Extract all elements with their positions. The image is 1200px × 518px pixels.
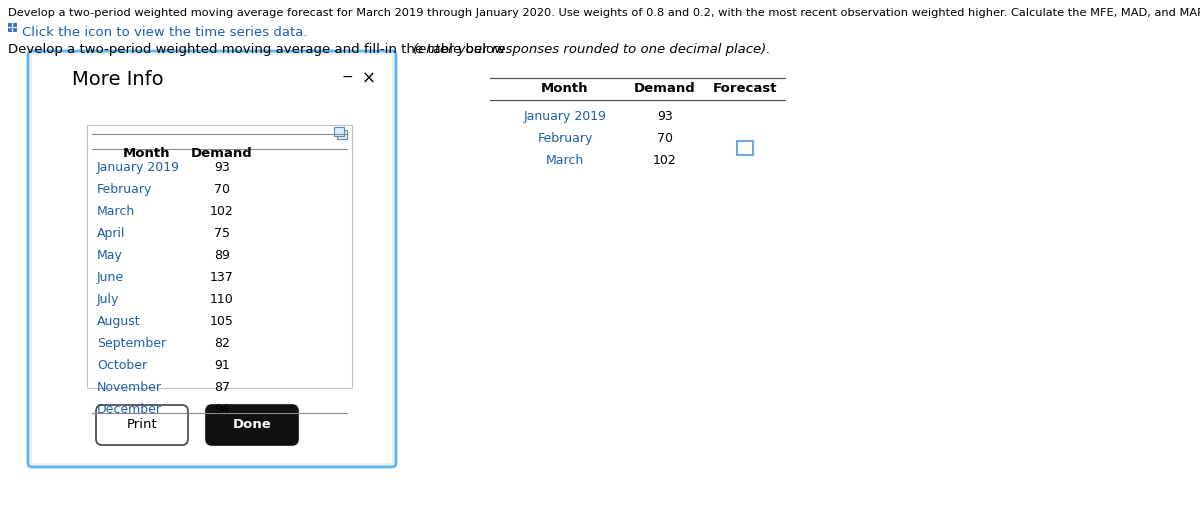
Text: 70: 70 [214, 183, 230, 196]
Text: 102: 102 [653, 154, 677, 167]
Text: May: May [97, 249, 122, 262]
Bar [13, 28, 17, 32]
Text: March: March [546, 154, 584, 167]
Text: April: April [97, 227, 126, 240]
Text: Develop a two-period weighted moving average forecast for March 2019 through Jan: Develop a two-period weighted moving ave… [8, 8, 1200, 18]
Text: Demand: Demand [634, 82, 696, 95]
Text: 93: 93 [658, 110, 673, 123]
Text: 93: 93 [214, 161, 230, 174]
Text: Month: Month [541, 82, 589, 95]
Text: 102: 102 [210, 205, 234, 218]
Bar [737, 141, 754, 155]
Bar [8, 28, 12, 32]
Text: 105: 105 [210, 315, 234, 328]
Text: ×: × [362, 70, 376, 88]
Text: June: June [97, 271, 124, 284]
Text: Develop a two-period weighted moving average and fill-in the table below: Develop a two-period weighted moving ave… [8, 43, 509, 56]
Bar [337, 130, 347, 139]
FancyBboxPatch shape [32, 55, 392, 463]
Text: Forecast: Forecast [713, 82, 778, 95]
Bar [334, 127, 344, 136]
Text: 137: 137 [210, 271, 234, 284]
Bar [88, 125, 352, 388]
Text: August: August [97, 315, 140, 328]
Text: Demand: Demand [191, 147, 253, 160]
Bar [13, 23, 17, 27]
Text: November: November [97, 381, 162, 394]
Text: February: February [538, 132, 593, 145]
Text: September: September [97, 337, 166, 350]
Text: Click the icon to view the time series data.: Click the icon to view the time series d… [22, 26, 307, 39]
Text: December: December [97, 403, 162, 416]
Text: −: − [342, 70, 354, 84]
Text: 94: 94 [214, 403, 230, 416]
Text: 89: 89 [214, 249, 230, 262]
Text: 91: 91 [214, 359, 230, 372]
Text: 70: 70 [658, 132, 673, 145]
Text: 82: 82 [214, 337, 230, 350]
Text: Done: Done [233, 418, 271, 430]
Text: March: March [97, 205, 136, 218]
Text: 87: 87 [214, 381, 230, 394]
Text: February: February [97, 183, 152, 196]
Text: Month: Month [124, 147, 170, 160]
Text: (enter your responses rounded to one decimal place).: (enter your responses rounded to one dec… [413, 43, 770, 56]
Text: Print: Print [127, 418, 157, 430]
Text: October: October [97, 359, 148, 372]
Text: 75: 75 [214, 227, 230, 240]
FancyBboxPatch shape [28, 51, 396, 467]
Text: January 2019: January 2019 [97, 161, 180, 174]
Text: More Info: More Info [72, 70, 163, 89]
Text: 110: 110 [210, 293, 234, 306]
Text: January 2019: January 2019 [523, 110, 606, 123]
FancyBboxPatch shape [206, 405, 298, 445]
Text: July: July [97, 293, 119, 306]
Bar [8, 23, 12, 27]
FancyBboxPatch shape [96, 405, 188, 445]
